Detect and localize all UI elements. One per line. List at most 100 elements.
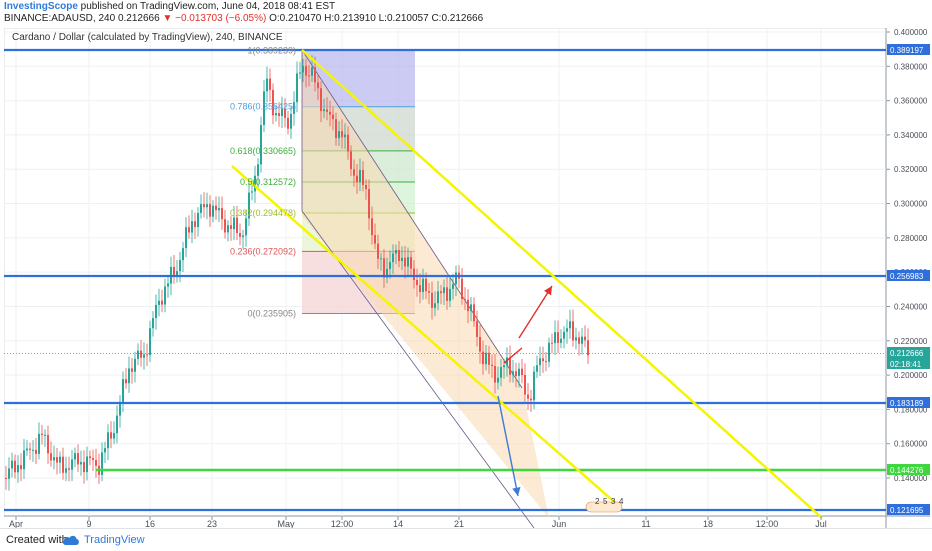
candle-body: [227, 225, 229, 233]
candle-body: [548, 342, 550, 362]
candle-body: [218, 208, 220, 211]
candle-body: [503, 365, 505, 368]
candle-body: [116, 415, 118, 434]
candle-body: [359, 169, 361, 183]
fib-level-label: 0.786(0.356425): [230, 102, 296, 112]
price-tick-label: 0.160000: [894, 440, 928, 449]
candle-body: [128, 368, 130, 384]
fibonacci-labels: 1(0.389239) 0.786(0.356425) 0.618(0.330665…: [230, 45, 296, 318]
candle-body: [104, 448, 106, 453]
candle-body: [335, 119, 337, 139]
candle-body: [320, 88, 322, 112]
candle-body: [146, 354, 148, 356]
candle-body: [464, 299, 466, 301]
ohlc-line: BINANCE:ADAUSD, 240 0.212666 ▼ −0.013703…: [4, 13, 483, 24]
fib-level-label: 0(0.235905): [247, 308, 296, 318]
candle-body: [80, 462, 82, 465]
symbol-label: BINANCE:ADAUSD, 240: [4, 13, 116, 24]
event-marker-label: 3: [611, 497, 616, 506]
candle-body: [584, 336, 586, 341]
price-axis[interactable]: 0.400000 0.380000 0.360000 0.340000 0.320000…: [886, 28, 930, 515]
publish-line: InvestingScope published on TradingView.…: [4, 1, 335, 12]
time-tick-label: 9: [86, 519, 91, 528]
candle-body: [434, 303, 436, 308]
candle-body: [554, 332, 556, 344]
candle-body: [338, 131, 340, 139]
footer: Created with TradingView: [0, 528, 932, 551]
price-tick-label: 0.240000: [894, 302, 928, 311]
candle-body: [482, 351, 484, 365]
candle-body: [266, 78, 268, 92]
candle-body: [416, 280, 418, 286]
arrows[interactable]: [497, 285, 553, 497]
candle-body: [410, 257, 412, 269]
candle-body: [515, 371, 517, 376]
candle-body: [251, 191, 253, 193]
time-axis[interactable]: Apr 9 16 23 May 12:00 14 21 Jun 11 18 12:00 Jul: [9, 516, 827, 528]
candle-body: [341, 131, 343, 138]
author-link[interactable]: InvestingScope: [4, 1, 78, 12]
candle-body: [119, 401, 121, 416]
price-tag: [887, 44, 930, 55]
candle-body: [398, 249, 400, 262]
candle-body: [59, 456, 61, 463]
candle-body: [371, 218, 373, 236]
candle-body: [512, 371, 514, 375]
candle-body: [125, 379, 127, 384]
event-marker-label: 2: [595, 497, 600, 506]
candle-body: [470, 304, 472, 312]
price-tick-label: 0.200000: [894, 371, 928, 380]
publish-text: published on TradingView.com, June 04, 2…: [77, 1, 336, 12]
last-price: 0.212666: [117, 13, 160, 24]
tradingview-link[interactable]: TradingView: [84, 534, 145, 546]
candle-body: [233, 217, 235, 230]
candle-body: [380, 258, 382, 260]
candle-body: [362, 169, 364, 186]
candle-body: [101, 452, 103, 475]
candle-body: [185, 227, 187, 249]
candle-body: [110, 432, 112, 439]
candle-body: [89, 456, 91, 459]
price-tag-label: 0.389197: [890, 46, 924, 55]
time-tick-label: Jun: [552, 519, 567, 528]
candle-body: [383, 258, 385, 278]
candle-body: [47, 434, 49, 454]
candle-body: [179, 260, 181, 272]
candle-body: [11, 460, 13, 469]
candle-body: [95, 459, 97, 466]
candle-body: [287, 117, 289, 129]
candle-body: [5, 478, 7, 479]
candle-body: [200, 204, 202, 213]
created-with-text: Created with: [6, 534, 68, 546]
candle-body: [329, 111, 331, 115]
candle-body: [152, 318, 154, 329]
price-tag-label: 02:18:41: [890, 360, 922, 369]
candle-body: [332, 114, 334, 120]
candle-body: [50, 453, 52, 461]
candle-body: [350, 151, 352, 170]
price-chart[interactable]: 1(0.389239) 0.786(0.356425) 0.618(0.330665…: [4, 28, 930, 528]
price-tag: [887, 347, 930, 358]
candle-body: [491, 364, 493, 366]
candle-body: [353, 169, 355, 176]
candle-body: [131, 368, 133, 372]
candle-body: [140, 350, 142, 358]
candle-body: [395, 249, 397, 254]
candle-body: [365, 185, 367, 190]
ohlc-values: O:0.210470 H:0.213910 L:0.210057 C:0.212…: [269, 13, 484, 24]
candlesticks: [5, 55, 589, 491]
time-tick-label: May: [277, 519, 295, 528]
candle-body: [83, 462, 85, 473]
candle-body: [134, 358, 136, 372]
candle-body: [377, 243, 379, 259]
time-tick-label: 14: [393, 519, 403, 528]
price-tick-label: 0.400000: [894, 28, 928, 37]
event-marker-label: 4: [619, 497, 624, 506]
candle-body: [17, 465, 19, 473]
horizontal-lines[interactable]: [4, 48, 886, 512]
candle-body: [35, 449, 37, 454]
trend-lines[interactable]: [231, 49, 823, 519]
candle-body: [461, 278, 463, 300]
price-tag: [887, 397, 930, 408]
